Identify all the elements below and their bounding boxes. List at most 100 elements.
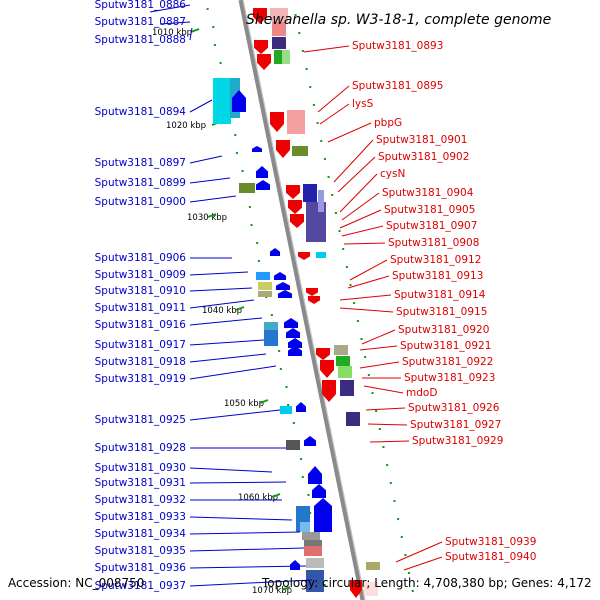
map-backbone-layer bbox=[238, 0, 366, 600]
gene-label-forward[interactable]: Sputw3181_0906 bbox=[95, 252, 187, 264]
gene-feature-box bbox=[302, 532, 320, 540]
gene-label-forward[interactable]: Sputw3181_0887 bbox=[95, 16, 186, 28]
minor-tick bbox=[298, 32, 301, 34]
leader-line bbox=[189, 579, 313, 587]
leader-line bbox=[343, 242, 386, 245]
gene-label-reverse[interactable]: Sputw3181_0940 bbox=[445, 551, 536, 563]
gene-label-forward[interactable]: Sputw3181_0933 bbox=[95, 511, 186, 523]
gene-label-forward[interactable]: Sputw3181_0919 bbox=[95, 373, 186, 385]
leader-line bbox=[189, 155, 223, 164]
gene-label-reverse[interactable]: Sputw3181_0912 bbox=[390, 254, 481, 266]
gene-feature-box bbox=[258, 282, 272, 290]
gene-label-reverse[interactable]: Sputw3181_0914 bbox=[394, 289, 486, 301]
forward-gene bbox=[296, 402, 306, 412]
gene-label-reverse[interactable]: Sputw3181_0915 bbox=[396, 306, 487, 318]
gene-label-reverse[interactable]: Sputw3181_0939 bbox=[445, 536, 536, 548]
gene-label-reverse[interactable]: Sputw3181_0913 bbox=[392, 270, 483, 282]
gene-label-forward[interactable]: Sputw3181_0937 bbox=[95, 580, 186, 592]
scale-tick-mark bbox=[207, 213, 217, 218]
forward-gene bbox=[308, 466, 322, 484]
gene-label-forward[interactable]: Sputw3181_0888 bbox=[95, 34, 186, 46]
forward-gene bbox=[270, 248, 280, 256]
minor-tick bbox=[250, 224, 253, 226]
gene-label-reverse[interactable]: Sputw3181_0901 bbox=[376, 134, 467, 146]
minor-tick bbox=[285, 386, 288, 388]
map-title: Shewanella sp. W3-18-1, complete genome bbox=[246, 12, 551, 28]
gene-label-reverse[interactable]: Sputw3181_0905 bbox=[384, 204, 475, 216]
gene-label-reverse[interactable]: Sputw3181_0927 bbox=[410, 419, 501, 431]
gene-label-forward[interactable]: Sputw3181_0911 bbox=[95, 302, 186, 314]
tick-layer: 1010 kbp 1020 kbp 1030 kbp 1040 kbp 1050 kbp… bbox=[152, 8, 414, 596]
gene-label-forward[interactable]: Sputw3181_0931 bbox=[95, 477, 186, 489]
minor-tick bbox=[292, 422, 295, 424]
leader-line bbox=[339, 294, 392, 301]
minor-tick bbox=[316, 122, 319, 124]
leader-line bbox=[339, 209, 382, 229]
gene-label-forward[interactable]: Sputw3181_0932 bbox=[95, 494, 186, 506]
minor-tick bbox=[300, 458, 303, 460]
gene-label-reverse[interactable]: Sputw3181_0908 bbox=[388, 237, 479, 249]
scale-tick-label: 1050 kbp bbox=[224, 399, 264, 409]
gene-label-forward[interactable]: Sputw3181_0925 bbox=[95, 414, 186, 426]
leader-line bbox=[319, 103, 350, 125]
gene-label-reverse[interactable]: Sputw3181_0904 bbox=[382, 187, 474, 199]
gene-label-forward[interactable]: Sputw3181_0909 bbox=[95, 269, 186, 281]
gene-label-reverse[interactable]: cysN bbox=[380, 168, 405, 180]
gene-label-forward[interactable]: Sputw3181_0934 bbox=[95, 528, 187, 540]
minor-tick bbox=[301, 50, 304, 52]
minor-tick bbox=[371, 392, 374, 394]
reverse-gene bbox=[320, 360, 334, 378]
gene-label-reverse[interactable]: Sputw3181_0922 bbox=[402, 356, 493, 368]
gene-label-reverse[interactable]: Sputw3181_0923 bbox=[404, 372, 495, 384]
gene-label-reverse[interactable]: Sputw3181_0907 bbox=[386, 220, 477, 232]
gene-feature-box bbox=[264, 322, 278, 330]
minor-tick bbox=[397, 518, 400, 520]
forward-gene bbox=[252, 146, 262, 152]
reverse-gene bbox=[257, 54, 271, 70]
gene-label-forward[interactable]: Sputw3181_0897 bbox=[95, 157, 186, 169]
gene-label-forward[interactable]: Sputw3181_0936 bbox=[95, 562, 187, 574]
gene-label-forward[interactable]: Sputw3181_0886 bbox=[95, 0, 187, 11]
gene-label-reverse[interactable]: mdoD bbox=[406, 387, 437, 399]
leader-line bbox=[189, 353, 267, 363]
gene-label-reverse[interactable]: lysS bbox=[352, 98, 374, 110]
gene-label-forward[interactable]: Sputw3181_0916 bbox=[95, 319, 187, 331]
gene-label-reverse[interactable]: Sputw3181_0902 bbox=[378, 151, 469, 163]
gene-label-reverse[interactable]: pbpG bbox=[374, 117, 402, 129]
scale-tick-mark bbox=[235, 306, 245, 311]
gene-label-reverse[interactable]: Sputw3181_0920 bbox=[398, 324, 489, 336]
minor-tick bbox=[400, 536, 403, 538]
reverse-gene bbox=[306, 288, 318, 296]
gene-feature-box bbox=[340, 380, 354, 396]
gene-label-forward[interactable]: Sputw3181_0918 bbox=[95, 356, 186, 368]
leader-line bbox=[359, 361, 400, 369]
scale-tick-mark bbox=[281, 586, 291, 591]
gene-label-forward[interactable]: Sputw3181_0894 bbox=[95, 106, 187, 118]
gene-label-forward[interactable]: Sputw3181_0917 bbox=[95, 339, 186, 351]
minor-tick bbox=[389, 482, 392, 484]
minor-tick bbox=[234, 134, 237, 136]
forward-gene bbox=[256, 180, 270, 190]
gene-label-reverse[interactable]: Sputw3181_0929 bbox=[412, 435, 503, 447]
gene-label-reverse[interactable]: Sputw3181_0895 bbox=[352, 80, 443, 92]
gene-label-forward[interactable]: Sputw3181_0910 bbox=[95, 285, 186, 297]
gene-label-forward[interactable]: Sputw3181_0928 bbox=[95, 442, 186, 454]
gene-label-forward[interactable]: Sputw3181_0930 bbox=[95, 462, 186, 474]
gene-label-reverse[interactable]: Sputw3181_0926 bbox=[408, 402, 500, 414]
genome-summary-text: Topology: circular; Length: 4,708,380 bp… bbox=[261, 576, 592, 590]
gene-label-forward[interactable]: Sputw3181_0935 bbox=[95, 545, 186, 557]
forward-gene bbox=[278, 290, 292, 298]
gene-label-reverse[interactable]: Sputw3181_0921 bbox=[400, 340, 491, 352]
gene-label-forward[interactable]: Sputw3181_0900 bbox=[95, 196, 186, 208]
gene-label-reverse[interactable]: Sputw3181_0893 bbox=[352, 40, 443, 52]
scale-tick-label: 1030 kbp bbox=[187, 213, 227, 223]
gene-label-forward[interactable]: Sputw3181_0899 bbox=[95, 177, 186, 189]
gene-feature-box bbox=[239, 183, 255, 193]
minor-tick bbox=[382, 446, 385, 448]
minor-tick bbox=[386, 464, 389, 466]
minor-tick bbox=[312, 104, 315, 106]
leader-line bbox=[189, 287, 253, 292]
minor-tick bbox=[309, 512, 312, 514]
minor-tick bbox=[307, 494, 310, 496]
